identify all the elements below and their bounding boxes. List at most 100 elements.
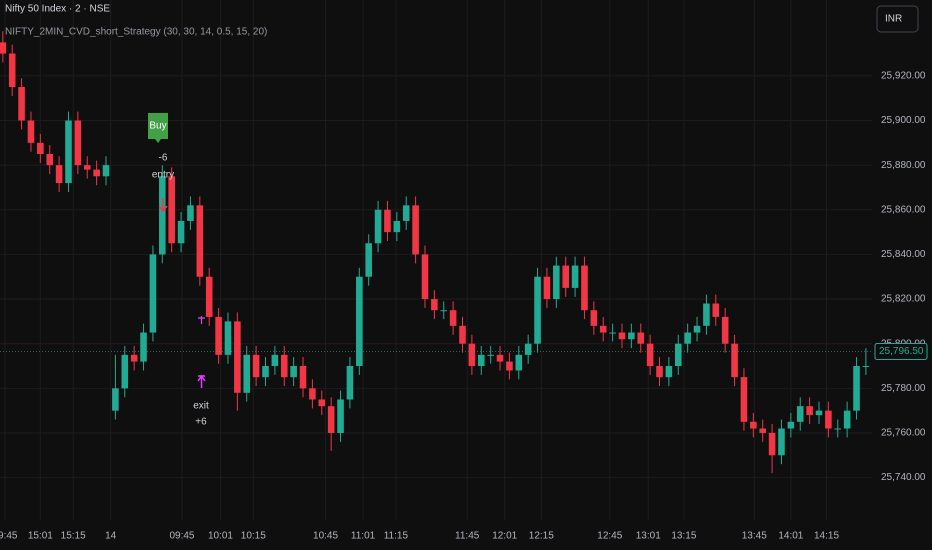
candle-body [449, 310, 457, 326]
x-tick-label: 10:15 [241, 531, 266, 542]
candles [0, 31, 870, 474]
last-price-label: 25,796.50 [879, 346, 924, 357]
candle-body [93, 169, 100, 177]
candle-body [46, 153, 54, 166]
candle-body [299, 366, 307, 389]
candle-body [384, 209, 391, 233]
currency-button[interactable] [876, 5, 919, 33]
candle-body [8, 53, 16, 88]
candle-body [543, 276, 551, 300]
x-tick-label: 12:15 [529, 531, 554, 542]
candle-body [159, 176, 166, 255]
y-tick-label: 25,880.00 [881, 160, 926, 171]
candle-body [374, 209, 382, 244]
candle-body [27, 120, 35, 143]
x-tick-label: 14:01 [778, 531, 803, 542]
candle-body [205, 276, 213, 317]
y-tick-label: 25,780.00 [881, 383, 926, 394]
candle-body [796, 406, 804, 422]
candle-body [102, 165, 110, 177]
candle-body [665, 366, 673, 378]
x-tick-label: 14 [105, 531, 117, 542]
candle-body [346, 366, 354, 400]
y-tick-label: 25,740.00 [881, 472, 926, 483]
candle-body [759, 428, 766, 433]
candle-body [18, 87, 25, 121]
candle-body [515, 354, 523, 371]
candle-body [356, 276, 363, 367]
candle-body [365, 243, 372, 277]
candle-body [421, 254, 429, 300]
x-tick-label: 11:15 [384, 531, 409, 542]
candle-body [740, 377, 748, 422]
x-tick-label: 14:15 [814, 531, 839, 542]
candle-body [37, 142, 44, 154]
candle-body [262, 366, 269, 378]
candle-body [534, 276, 541, 344]
buy-label: Buy [149, 121, 166, 132]
candle-body [83, 165, 91, 170]
indicator-title: NIFTY_2MIN_CVD_short_Strategy (30, 30, 1… [5, 27, 267, 38]
candle-body [590, 310, 598, 326]
candle-body [337, 399, 344, 433]
x-tick-label: 10:01 [208, 531, 233, 542]
candle-body [318, 399, 326, 407]
candle-body [862, 366, 870, 368]
candle-body [506, 361, 513, 371]
candle-body [609, 332, 616, 334]
candle-body [168, 176, 175, 244]
exit-arrow [197, 374, 206, 388]
y-tick-label: 25,900.00 [881, 115, 926, 126]
candle-body [196, 205, 204, 277]
candle-body [487, 354, 494, 356]
candle-body [290, 366, 297, 378]
y-tick-label: 25,860.00 [881, 204, 926, 215]
candle-body [853, 366, 860, 411]
candle-body [693, 325, 701, 333]
exit-label: exit [193, 401, 209, 412]
candle-body [177, 220, 185, 244]
grid [0, 0, 872, 520]
candle-body [684, 332, 691, 344]
candle-body [327, 406, 335, 433]
chart-title: Nifty 50 Index · 2 · NSE [5, 4, 110, 15]
candle-body [581, 265, 588, 311]
candle-body [674, 343, 682, 367]
exit-qty: +6 [195, 417, 207, 428]
candle-body [750, 421, 757, 429]
candle-body [271, 354, 279, 367]
buy-badge [148, 113, 168, 143]
candle-body [440, 310, 448, 312]
candle-body [431, 299, 438, 311]
entry-qty: -6 [159, 153, 168, 164]
candle-body [618, 332, 626, 340]
x-tick-label: 11:01 [351, 531, 376, 542]
candle-body [524, 343, 532, 355]
candle-body [412, 205, 419, 255]
x-tick-label: 09:45 [169, 531, 194, 542]
last-price-box [874, 343, 928, 361]
x-tick-label: 15:01 [28, 531, 53, 542]
candle-body [459, 325, 466, 344]
candle-body [571, 265, 579, 288]
x-tick-label: 13:15 [671, 531, 696, 542]
y-tick-label: 25,820.00 [881, 294, 926, 305]
candle-body [496, 354, 504, 362]
x-tick-label: 09:45 [0, 531, 18, 542]
candle-body [562, 265, 569, 288]
x-tick-label: 13:01 [636, 531, 661, 542]
candle-body [402, 205, 410, 221]
candle-body [55, 165, 63, 184]
candle-body [280, 354, 288, 378]
candle-body [628, 332, 635, 340]
candle-body [468, 343, 476, 367]
exit-marker [198, 316, 205, 324]
candle-body [806, 406, 813, 416]
candle-body [112, 388, 119, 411]
entry-arrow [158, 198, 168, 213]
currency-label[interactable]: INR [885, 14, 902, 25]
candle-body [187, 205, 194, 221]
candle-body [553, 265, 560, 300]
candle-body [815, 410, 823, 416]
